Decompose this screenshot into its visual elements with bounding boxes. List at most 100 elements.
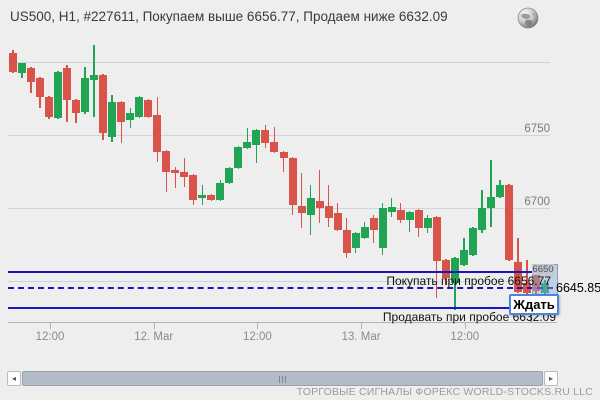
candle <box>36 77 45 97</box>
globe-icon[interactable] <box>517 7 539 29</box>
candle <box>342 229 351 254</box>
x-axis-tick <box>50 322 51 329</box>
candle <box>207 195 216 201</box>
candle <box>270 142 279 152</box>
candle <box>135 96 144 117</box>
x-axis-label: 13. Mar <box>341 331 381 343</box>
candle <box>378 208 387 249</box>
candle <box>153 115 162 152</box>
wait-tooltip[interactable]: Ждать <box>509 294 559 315</box>
candle-wick <box>318 169 321 224</box>
candle-wick <box>120 101 122 143</box>
candle <box>243 142 252 149</box>
candle <box>126 113 135 121</box>
x-axis-label: 12:00 <box>243 331 272 343</box>
candle <box>81 77 90 112</box>
x-axis-tick <box>153 322 155 329</box>
candlestick-chart: Покупать при пробое 6656.77 Продавать пр… <box>8 44 600 343</box>
candle <box>90 75 99 80</box>
candle <box>261 129 270 143</box>
y-axis-label: 6750 <box>524 122 550 135</box>
sell-level-line <box>8 306 553 309</box>
candle <box>306 197 315 216</box>
candle <box>396 209 405 221</box>
candle-wick <box>454 256 456 310</box>
candle <box>216 182 225 201</box>
selection-price-tag: 6650 <box>532 264 554 275</box>
x-axis-line <box>8 322 557 323</box>
candle <box>315 201 324 209</box>
candle <box>405 212 414 221</box>
x-axis-label: 12:00 <box>35 331 65 343</box>
candle <box>180 172 189 177</box>
candle <box>234 147 243 169</box>
candle <box>18 62 27 73</box>
y-axis-label: 6700 <box>524 195 550 208</box>
candle <box>450 257 459 284</box>
candle <box>27 68 36 83</box>
candle-wick <box>255 128 258 163</box>
candle <box>63 68 72 101</box>
candle <box>351 233 360 248</box>
candle <box>225 168 234 183</box>
candle-wick <box>490 160 492 228</box>
candle <box>324 206 333 218</box>
candle-wick <box>282 150 285 172</box>
candle <box>45 96 54 117</box>
candle <box>441 260 450 278</box>
candle-wick <box>93 44 95 117</box>
candle <box>477 208 486 230</box>
buy-level-line <box>8 270 553 273</box>
candle <box>459 249 468 265</box>
candle <box>504 184 513 261</box>
price-gridline <box>8 62 550 63</box>
x-axis-tick <box>464 322 466 329</box>
candle <box>198 195 207 198</box>
candle <box>288 157 297 205</box>
candle <box>387 207 396 212</box>
selection-highlight[interactable]: 6650 <box>532 264 558 296</box>
buy-level-label: Покупать при пробое 6656.77 <box>386 274 551 288</box>
scroll-right-button[interactable]: ▸ <box>544 371 558 386</box>
candle <box>279 151 288 158</box>
candle <box>513 262 522 292</box>
candle <box>333 213 342 230</box>
scroll-left-button[interactable]: ◂ <box>7 371 21 386</box>
scrollbar-grip-icon <box>278 376 288 383</box>
candle-wick <box>526 260 528 297</box>
candle <box>531 272 540 291</box>
candle-wick <box>409 210 411 232</box>
candle <box>360 227 369 238</box>
candle <box>297 206 306 214</box>
price-gridline <box>8 208 550 209</box>
price-gridline <box>8 281 550 282</box>
candle <box>108 102 117 137</box>
candle <box>468 228 477 255</box>
title-bar: US500, H1, #227611, Покупаем выше 6656.7… <box>10 7 594 31</box>
candle-wick <box>174 167 176 189</box>
price-gridline <box>8 135 550 136</box>
candle <box>252 129 261 145</box>
tooltip-stem <box>530 312 532 322</box>
candle <box>432 216 441 262</box>
current-price-line <box>8 286 553 289</box>
candle-wick <box>273 127 276 154</box>
candle <box>54 71 63 118</box>
x-axis-label: 12:00 <box>450 331 480 343</box>
candle <box>423 217 432 229</box>
candle <box>72 100 81 113</box>
candle-wick <box>327 184 330 228</box>
candle <box>162 150 171 172</box>
candle-wick <box>246 128 249 149</box>
candle <box>189 175 198 201</box>
candle <box>414 209 423 229</box>
candle <box>9 53 17 72</box>
candle <box>144 100 153 117</box>
scrollbar-thumb[interactable] <box>22 371 543 386</box>
candle-wick <box>201 184 204 205</box>
current-price-label: 6645.85 <box>556 281 600 295</box>
horizontal-scrollbar: ◂ ▸ <box>0 371 600 386</box>
x-axis-tick <box>361 322 363 329</box>
candle <box>486 196 495 209</box>
